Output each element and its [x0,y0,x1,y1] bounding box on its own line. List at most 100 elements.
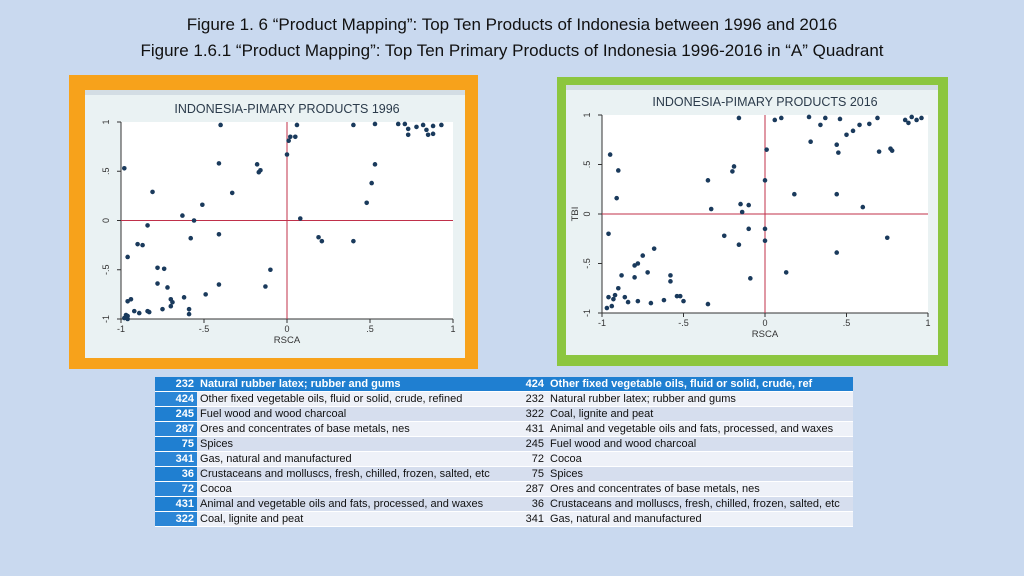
data-point [405,132,411,138]
data-point [186,311,192,317]
product-code-1996: 322 [155,511,197,527]
data-point [876,149,882,154]
data-point [136,310,142,316]
data-point [612,292,618,298]
data-point [369,180,374,186]
data-point [645,270,650,275]
figure-subtitle: Figure 1.6.1 “Product Mapping”: Top Ten … [140,41,884,60]
data-point [914,117,919,123]
data-point [155,281,160,286]
data-point [738,201,743,207]
data-point [191,218,197,223]
data-point [834,142,840,147]
product-code-2016: 287 [500,481,547,497]
data-point [402,121,408,127]
x-tick-label: .5 [843,318,851,328]
data-point [161,266,167,272]
data-point [705,301,711,307]
data-point [218,122,223,128]
product-code-2016: 424 [500,377,547,392]
product-code-2016: 245 [500,436,547,452]
data-point [216,282,222,287]
scatter-plot-1996: INDONESIA-PIMARY PRODUCTS 1996 -1 -1 -.5 -.5… [85,90,465,358]
data-point [216,161,222,166]
data-point [677,293,683,299]
data-point [823,115,828,121]
data-point [875,115,880,121]
data-point [351,122,356,128]
data-point [606,294,611,300]
data-point [200,202,205,208]
data-point [165,285,170,290]
product-code-1996: 245 [155,406,197,422]
product-name-1996: Ores and concentrates of base metals, ne… [197,421,500,437]
data-point [351,238,356,244]
product-name-2016: Other fixed vegetable oils, fluid or sol… [547,377,853,392]
data-point [622,294,628,300]
product-code-1996: 232 [155,377,197,392]
product-name-2016: Cocoa [547,451,853,467]
data-point [818,122,823,128]
data-point [607,152,613,157]
data-point [779,115,784,121]
data-point [619,273,624,278]
data-point [122,165,127,171]
data-point [145,223,150,228]
product-name-2016: Ores and concentrates of base metals, ne… [547,481,853,497]
product-name-1996: Crustaceans and molluscs, fresh, chilled… [197,466,500,482]
data-point [783,270,789,275]
data-point [604,305,610,311]
table-row: 431 Animal and vegetable oils and fats, p… [155,496,853,512]
product-code-2016: 322 [500,406,547,422]
x-tick-label: .5 [366,324,374,334]
data-point [430,123,436,129]
product-code-2016: 72 [500,451,547,467]
data-point [668,279,673,284]
data-point [792,191,797,197]
product-name-2016: Coal, lignite and peat [547,406,853,422]
data-point [606,231,611,237]
data-point [150,189,155,195]
data-point [140,242,145,248]
data-point [284,152,290,157]
plot-top-band [566,85,938,90]
product-name-2016: Animal and vegetable oils and fats, proc… [547,421,853,437]
product-name-1996: Spices [197,436,500,452]
x-tick-label: -.5 [678,318,689,328]
data-point [632,263,637,268]
data-point [708,206,714,212]
data-point [661,297,667,303]
product-code-1996: 341 [155,451,197,467]
product-name-1996: Coal, lignite and peat [197,511,500,527]
y-tick-label: -1 [101,315,111,323]
data-point [681,298,686,304]
y-tick-label: 0 [582,211,592,216]
data-point [902,117,908,123]
table-row: 287 Ores and concentrates of base metals,… [155,421,853,437]
chart-title: INDONESIA-PIMARY PRODUCTS 2016 [652,95,877,109]
x-tick-label: 1 [925,318,930,328]
x-tick-label: 0 [762,318,767,328]
data-point [203,292,208,297]
data-point [834,191,840,197]
data-point [721,233,727,239]
data-point [648,300,654,306]
data-point [616,285,621,291]
data-point [857,122,862,128]
data-point [806,114,812,120]
data-point [125,254,130,260]
data-point [256,169,262,175]
data-point [746,226,751,232]
y-tick-label: 1 [582,112,592,117]
data-point [286,138,291,144]
x-tick-label: -1 [598,318,606,328]
data-point [867,121,872,127]
data-point [414,124,419,130]
data-point [254,162,260,167]
data-point [736,115,742,121]
product-name-2016: Fuel wood and wood charcoal [547,436,853,452]
data-point [430,131,436,137]
product-name-2016: Crustaceans and molluscs, fresh, chilled… [547,496,853,512]
table-row: 232 Natural rubber latex; rubber and gums… [155,377,853,392]
data-point [181,295,187,300]
